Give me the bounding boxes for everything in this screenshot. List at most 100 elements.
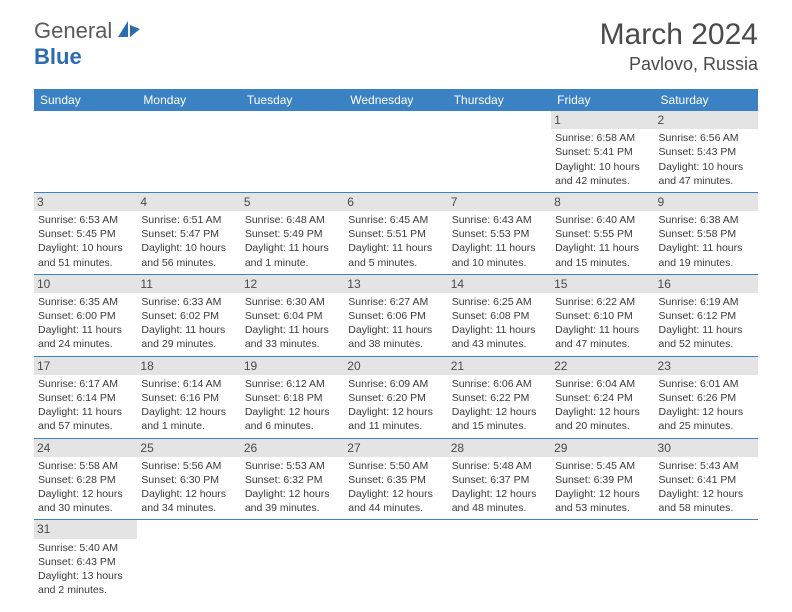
sunrise-text: Sunrise: 5:56 AM xyxy=(141,459,236,473)
weekday-header: Monday xyxy=(137,89,240,111)
calendar-cell: 25Sunrise: 5:56 AMSunset: 6:30 PMDayligh… xyxy=(137,438,240,520)
sunrise-text: Sunrise: 5:48 AM xyxy=(452,459,547,473)
calendar-row: 1Sunrise: 6:58 AMSunset: 5:41 PMDaylight… xyxy=(34,111,758,192)
calendar-cell xyxy=(448,520,551,601)
sail-icon xyxy=(116,19,142,44)
logo-text-general: General xyxy=(34,18,112,44)
calendar-cell xyxy=(241,111,344,192)
sunset-text: Sunset: 6:32 PM xyxy=(245,473,340,487)
sunset-text: Sunset: 6:10 PM xyxy=(555,309,650,323)
daylight-text: Daylight: 11 hours xyxy=(38,405,133,419)
calendar-cell xyxy=(137,111,240,192)
weekday-header-row: Sunday Monday Tuesday Wednesday Thursday… xyxy=(34,89,758,111)
daylight-text: Daylight: 12 hours xyxy=(555,405,650,419)
day-number: 6 xyxy=(344,193,447,211)
sunset-text: Sunset: 6:22 PM xyxy=(452,391,547,405)
daylight-text: and 25 minutes. xyxy=(659,419,754,433)
day-number: 25 xyxy=(137,439,240,457)
sunset-text: Sunset: 5:43 PM xyxy=(659,145,754,159)
weekday-header: Wednesday xyxy=(344,89,447,111)
weekday-header: Friday xyxy=(551,89,654,111)
sunrise-text: Sunrise: 6:09 AM xyxy=(348,377,443,391)
day-number: 12 xyxy=(241,275,344,293)
sunset-text: Sunset: 6:26 PM xyxy=(659,391,754,405)
sunset-text: Sunset: 6:12 PM xyxy=(659,309,754,323)
calendar-cell: 30Sunrise: 5:43 AMSunset: 6:41 PMDayligh… xyxy=(655,438,758,520)
sunset-text: Sunset: 6:14 PM xyxy=(38,391,133,405)
daylight-text: and 48 minutes. xyxy=(452,501,547,515)
daylight-text: Daylight: 11 hours xyxy=(555,241,650,255)
sunrise-text: Sunrise: 5:58 AM xyxy=(38,459,133,473)
sunrise-text: Sunrise: 6:33 AM xyxy=(141,295,236,309)
sunset-text: Sunset: 6:16 PM xyxy=(141,391,236,405)
sunset-text: Sunset: 6:04 PM xyxy=(245,309,340,323)
sunrise-text: Sunrise: 5:50 AM xyxy=(348,459,443,473)
day-number: 7 xyxy=(448,193,551,211)
daylight-text: Daylight: 13 hours xyxy=(38,569,133,583)
sunset-text: Sunset: 5:53 PM xyxy=(452,227,547,241)
daylight-text: and 39 minutes. xyxy=(245,501,340,515)
day-number: 10 xyxy=(34,275,137,293)
weekday-header: Tuesday xyxy=(241,89,344,111)
logo-blue-row: Blue xyxy=(34,44,82,70)
sunrise-text: Sunrise: 6:22 AM xyxy=(555,295,650,309)
calendar-cell: 18Sunrise: 6:14 AMSunset: 6:16 PMDayligh… xyxy=(137,356,240,438)
sunset-text: Sunset: 5:49 PM xyxy=(245,227,340,241)
calendar-row: 3Sunrise: 6:53 AMSunset: 5:45 PMDaylight… xyxy=(34,192,758,274)
day-number: 16 xyxy=(655,275,758,293)
daylight-text: Daylight: 12 hours xyxy=(555,487,650,501)
calendar-cell: 9Sunrise: 6:38 AMSunset: 5:58 PMDaylight… xyxy=(655,192,758,274)
day-number: 18 xyxy=(137,357,240,375)
daylight-text: and 20 minutes. xyxy=(555,419,650,433)
sunset-text: Sunset: 6:02 PM xyxy=(141,309,236,323)
day-number: 19 xyxy=(241,357,344,375)
calendar-cell: 22Sunrise: 6:04 AMSunset: 6:24 PMDayligh… xyxy=(551,356,654,438)
sunset-text: Sunset: 6:39 PM xyxy=(555,473,650,487)
daylight-text: Daylight: 10 hours xyxy=(141,241,236,255)
daylight-text: and 6 minutes. xyxy=(245,419,340,433)
sunrise-text: Sunrise: 6:04 AM xyxy=(555,377,650,391)
daylight-text: Daylight: 12 hours xyxy=(141,405,236,419)
sunrise-text: Sunrise: 5:45 AM xyxy=(555,459,650,473)
calendar-cell xyxy=(34,111,137,192)
calendar-cell: 13Sunrise: 6:27 AMSunset: 6:06 PMDayligh… xyxy=(344,274,447,356)
sunset-text: Sunset: 5:45 PM xyxy=(38,227,133,241)
calendar-cell xyxy=(344,111,447,192)
day-number: 31 xyxy=(34,520,137,538)
day-number: 15 xyxy=(551,275,654,293)
sunset-text: Sunset: 6:24 PM xyxy=(555,391,650,405)
day-number: 2 xyxy=(655,111,758,129)
calendar-row: 10Sunrise: 6:35 AMSunset: 6:00 PMDayligh… xyxy=(34,274,758,356)
daylight-text: Daylight: 12 hours xyxy=(245,405,340,419)
daylight-text: and 52 minutes. xyxy=(659,337,754,351)
sunrise-text: Sunrise: 6:19 AM xyxy=(659,295,754,309)
sunset-text: Sunset: 6:18 PM xyxy=(245,391,340,405)
sunrise-text: Sunrise: 6:06 AM xyxy=(452,377,547,391)
day-number: 21 xyxy=(448,357,551,375)
daylight-text: Daylight: 12 hours xyxy=(659,405,754,419)
daylight-text: Daylight: 11 hours xyxy=(555,323,650,337)
calendar-row: 24Sunrise: 5:58 AMSunset: 6:28 PMDayligh… xyxy=(34,438,758,520)
calendar-cell xyxy=(241,520,344,601)
sunset-text: Sunset: 5:55 PM xyxy=(555,227,650,241)
logo-text-blue: Blue xyxy=(34,44,82,69)
calendar-cell: 5Sunrise: 6:48 AMSunset: 5:49 PMDaylight… xyxy=(241,192,344,274)
daylight-text: Daylight: 10 hours xyxy=(659,160,754,174)
sunrise-text: Sunrise: 5:40 AM xyxy=(38,541,133,555)
sunset-text: Sunset: 6:37 PM xyxy=(452,473,547,487)
daylight-text: Daylight: 12 hours xyxy=(452,487,547,501)
daylight-text: Daylight: 11 hours xyxy=(348,241,443,255)
sunrise-text: Sunrise: 6:53 AM xyxy=(38,213,133,227)
calendar-cell: 21Sunrise: 6:06 AMSunset: 6:22 PMDayligh… xyxy=(448,356,551,438)
sunset-text: Sunset: 6:00 PM xyxy=(38,309,133,323)
daylight-text: Daylight: 12 hours xyxy=(348,487,443,501)
daylight-text: and 5 minutes. xyxy=(348,256,443,270)
day-number: 4 xyxy=(137,193,240,211)
day-number: 30 xyxy=(655,439,758,457)
sunrise-text: Sunrise: 6:12 AM xyxy=(245,377,340,391)
calendar-cell: 16Sunrise: 6:19 AMSunset: 6:12 PMDayligh… xyxy=(655,274,758,356)
daylight-text: Daylight: 12 hours xyxy=(348,405,443,419)
calendar-cell: 27Sunrise: 5:50 AMSunset: 6:35 PMDayligh… xyxy=(344,438,447,520)
daylight-text: and 47 minutes. xyxy=(659,174,754,188)
weekday-header: Sunday xyxy=(34,89,137,111)
